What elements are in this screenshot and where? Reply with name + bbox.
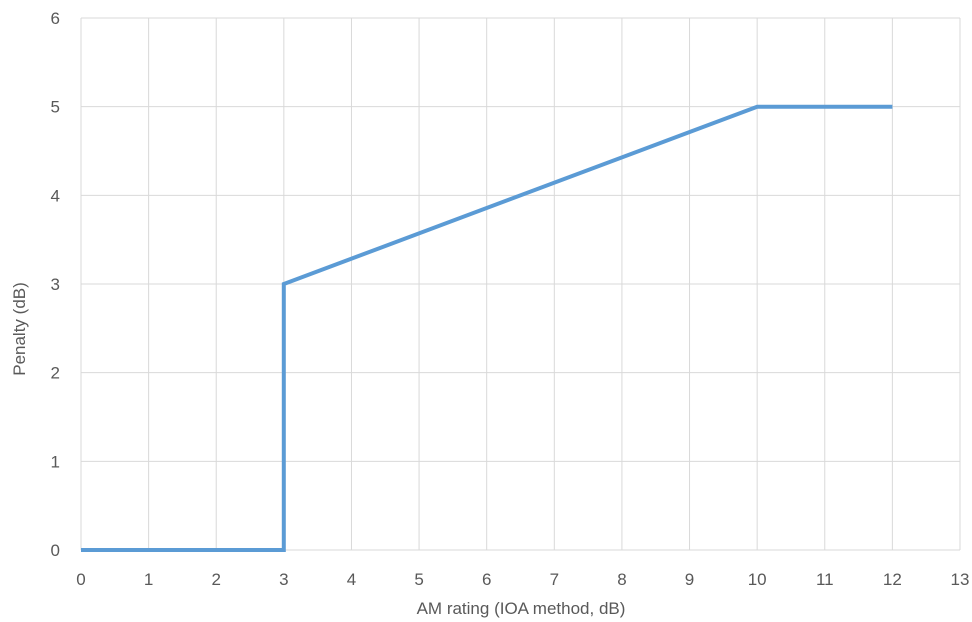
y-tick-label: 2 xyxy=(51,364,60,383)
y-tick-label: 6 xyxy=(51,9,60,28)
y-tick-label: 0 xyxy=(51,541,60,560)
y-tick-label: 5 xyxy=(51,98,60,117)
y-tick-label: 1 xyxy=(51,452,60,471)
x-tick-label: 1 xyxy=(144,570,153,589)
series-layer xyxy=(80,104,893,552)
x-tick-label: 7 xyxy=(550,570,559,589)
x-tick-label: 10 xyxy=(748,570,767,589)
y-axis-title: Penalty (dB) xyxy=(10,282,29,376)
series-line-0 xyxy=(81,104,893,552)
x-tick-label: 11 xyxy=(816,570,834,589)
gridlines xyxy=(80,17,961,551)
x-tick-label: 12 xyxy=(883,570,902,589)
x-axis-title: AM rating (IOA method, dB) xyxy=(417,599,626,618)
x-axis-tick-labels: 0 1 2 3 4 5 6 7 8 9 10 11 12 13 xyxy=(76,570,969,589)
x-tick-label: 13 xyxy=(951,570,970,589)
x-tick-label: 5 xyxy=(414,570,423,589)
x-tick-label: 0 xyxy=(76,570,85,589)
y-axis-tick-labels: 0 1 2 3 4 5 6 xyxy=(51,9,60,560)
x-tick-label: 2 xyxy=(211,570,220,589)
x-tick-label: 3 xyxy=(279,570,288,589)
y-tick-label: 4 xyxy=(51,186,60,205)
x-tick-label: 8 xyxy=(617,570,626,589)
x-tick-label: 9 xyxy=(685,570,694,589)
y-tick-label: 3 xyxy=(51,275,60,294)
x-tick-label: 4 xyxy=(347,570,356,589)
x-tick-label: 6 xyxy=(482,570,491,589)
